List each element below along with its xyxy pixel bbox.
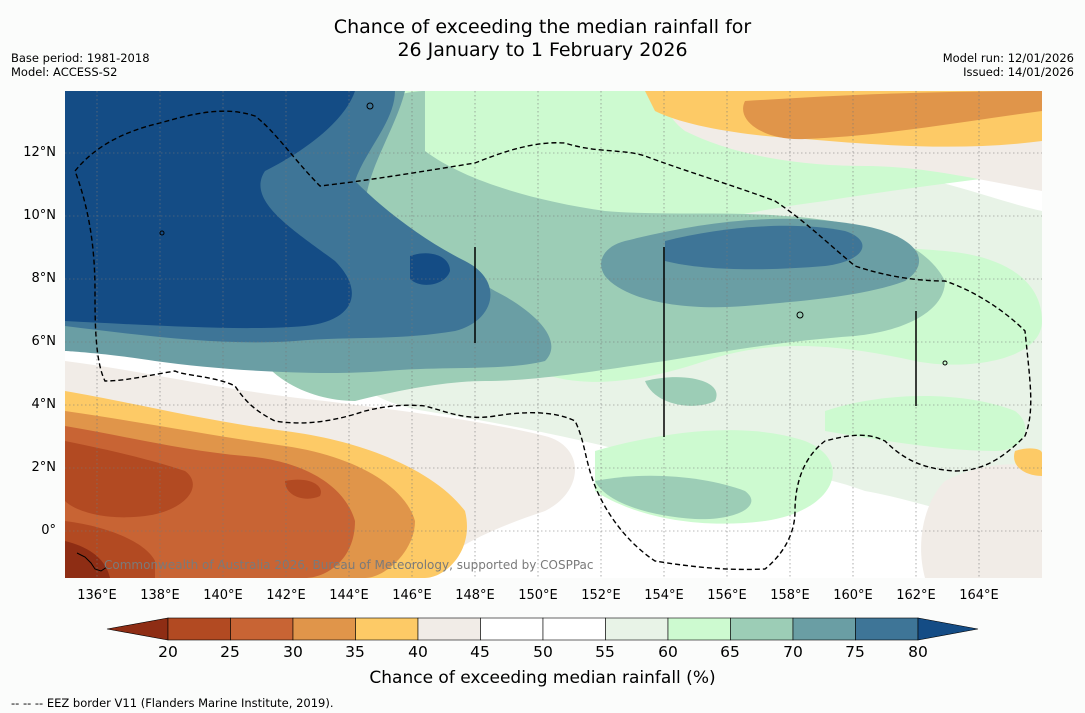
colorbar-tick-65: 65 — [720, 643, 740, 661]
colorbar-tick-40: 40 — [408, 643, 428, 661]
lat-label-12n: 12°N — [23, 145, 56, 160]
lon-label-142e: 142°E — [266, 588, 306, 603]
lat-label-0: 0° — [41, 523, 56, 538]
lat-label-4n: 4°N — [31, 397, 57, 412]
colorbar-tick-50: 50 — [533, 643, 553, 661]
model-name: Model: ACCESS-S2 — [11, 65, 118, 79]
region-20-25 — [285, 479, 321, 499]
region-80-plus-core — [65, 91, 355, 329]
lat-label-6n: 6°N — [31, 334, 57, 349]
region-65-70 — [825, 396, 1026, 451]
lon-label-154e: 154°E — [644, 588, 684, 603]
colorbar-cell-70-75 — [792, 617, 856, 641]
colorbar-tick-35: 35 — [345, 643, 365, 661]
colorbar-cell-65-70 — [730, 617, 794, 641]
lat-label-10n: 10°N — [23, 208, 56, 223]
copyright-credit: Commonwealth of Australia 2026, Bureau o… — [104, 558, 594, 572]
lon-label-162e: 162°E — [896, 588, 936, 603]
islands — [76, 102, 948, 572]
eez-footnote: -- -- -- EEZ border V11 (Flanders Marine… — [11, 696, 334, 710]
base-period: Base period: 1981-2018 — [11, 51, 150, 65]
lon-label-156e: 156°E — [707, 588, 747, 603]
lat-label-8n: 8°N — [31, 271, 57, 286]
colorbar-cell-45-50 — [480, 617, 544, 641]
region-80-plus — [665, 225, 863, 270]
map-title-line1: Chance of exceeding the median rainfall … — [333, 16, 752, 38]
colorbar-label: Chance of exceeding median rainfall (%) — [369, 668, 716, 688]
region-40-45 — [921, 464, 1042, 578]
colorbar-cell-75-80 — [855, 617, 919, 641]
region-70-75 — [595, 475, 752, 520]
region-35-40 — [1014, 448, 1042, 476]
colorbar-tick-20: 20 — [158, 643, 178, 661]
colorbar-tick-75: 75 — [845, 643, 865, 661]
colorbar-cell-35-40 — [355, 617, 419, 641]
colorbar-tick-25: 25 — [220, 643, 240, 661]
lon-label-140e: 140°E — [203, 588, 243, 603]
colorbar-cell-30-35 — [292, 617, 356, 641]
colorbar-cell-60-65 — [667, 617, 731, 641]
eez-meridian-segments — [474, 247, 917, 437]
colorbar-under-arrow — [106, 617, 169, 641]
lon-label-152e: 152°E — [581, 588, 621, 603]
colorbar-cell-25-30 — [230, 617, 294, 641]
issued-date: Issued: 14/01/2026 — [963, 65, 1074, 79]
lon-label-136e: 136°E — [77, 588, 117, 603]
region-70-75 — [645, 377, 717, 406]
colorbar — [106, 617, 979, 641]
region-30-35 — [743, 91, 1042, 140]
region-65-70 — [307, 91, 1042, 391]
colorbar-tick-80: 80 — [908, 643, 928, 661]
model-run: Model run: 12/01/2026 — [942, 51, 1074, 65]
colorbar-cell-40-45 — [417, 617, 481, 641]
region-80-plus-core — [410, 253, 450, 285]
colorbar-tick-60: 60 — [658, 643, 678, 661]
colorbar-over-arrow — [917, 617, 979, 641]
eez-border — [74, 110, 1032, 571]
colorbar-tick-70: 70 — [783, 643, 803, 661]
map-title-line2: 26 January to 1 February 2026 — [397, 39, 688, 61]
lon-label-138e: 138°E — [140, 588, 180, 603]
lon-label-164e: 164°E — [959, 588, 999, 603]
colorbar-cell-50-55 — [542, 617, 606, 641]
colorbar-cell-20-25 — [167, 617, 231, 641]
lon-label-160e: 160°E — [833, 588, 873, 603]
rainfall-probability-map — [65, 91, 1042, 578]
lon-label-144e: 144°E — [329, 588, 369, 603]
lat-label-2n: 2°N — [31, 460, 57, 475]
lon-label-158e: 158°E — [770, 588, 810, 603]
colorbar-tick-45: 45 — [470, 643, 490, 661]
colorbar-tick-55: 55 — [595, 643, 615, 661]
colorbar-cell-55-60 — [605, 617, 669, 641]
graticule — [65, 91, 1042, 578]
lon-label-148e: 148°E — [455, 588, 495, 603]
colorbar-tick-30: 30 — [283, 643, 303, 661]
lon-label-150e: 150°E — [518, 588, 558, 603]
lon-label-146e: 146°E — [392, 588, 432, 603]
